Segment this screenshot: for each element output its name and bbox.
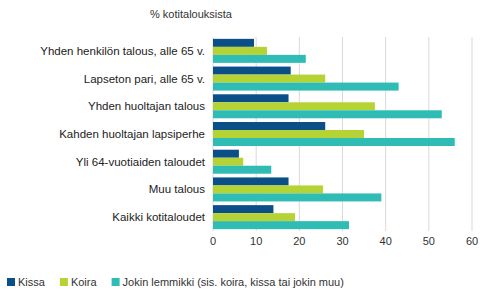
bar	[213, 138, 455, 146]
bar	[213, 150, 239, 158]
bar	[213, 75, 325, 83]
category-label: Yli 64-vuotiaiden taloudet	[76, 156, 206, 168]
bar	[213, 67, 291, 75]
bar	[213, 94, 289, 102]
tick-label: 50	[423, 235, 435, 247]
bar	[213, 185, 323, 193]
tick-label: 60	[466, 235, 478, 247]
bars	[213, 39, 455, 229]
tick-label: 40	[380, 235, 392, 247]
bar	[213, 110, 442, 118]
tick-label: 10	[250, 235, 262, 247]
bar	[213, 47, 267, 55]
bar	[213, 102, 375, 110]
bar	[213, 221, 349, 229]
legend-swatch	[60, 278, 68, 286]
bar	[213, 193, 381, 201]
axis-label: % kotitalouksista	[150, 8, 233, 20]
grid-line	[385, 37, 386, 231]
legend-swatch	[112, 278, 120, 286]
legend-label: Jokin lemmikki (sis. koira, kissa tai jo…	[123, 276, 344, 288]
legend-label: Koira	[71, 276, 98, 288]
tick-label: 30	[336, 235, 348, 247]
bar	[213, 158, 243, 166]
legend-label: Kissa	[18, 276, 46, 288]
grid-line	[472, 37, 473, 231]
bar	[213, 130, 364, 138]
bar	[213, 55, 306, 63]
category-label: Lapseton pari, alle 65 v.	[84, 73, 205, 85]
category-label: Muu talous	[149, 183, 206, 195]
tick-label: 0	[210, 235, 216, 247]
category-label: Kaikki kotitaloudet	[112, 211, 205, 223]
category-label: Yhden huoltajan talous	[88, 100, 205, 112]
chart: % kotitalouksista 0 10 20 30 40 50 60 Yhden henk…	[0, 0, 491, 302]
category-label: Yhden henkilön talous, alle 65 v.	[40, 45, 205, 57]
bar	[213, 205, 273, 213]
bar	[213, 83, 399, 91]
legend-swatch	[7, 278, 15, 286]
bar	[213, 213, 295, 221]
category-label: Kahden huoltajan lapsiperhe	[59, 128, 205, 140]
bar	[213, 177, 289, 185]
bar	[213, 39, 254, 47]
grid-line	[428, 37, 429, 231]
bar	[213, 122, 325, 130]
tick-label: 20	[293, 235, 305, 247]
bar	[213, 166, 271, 174]
